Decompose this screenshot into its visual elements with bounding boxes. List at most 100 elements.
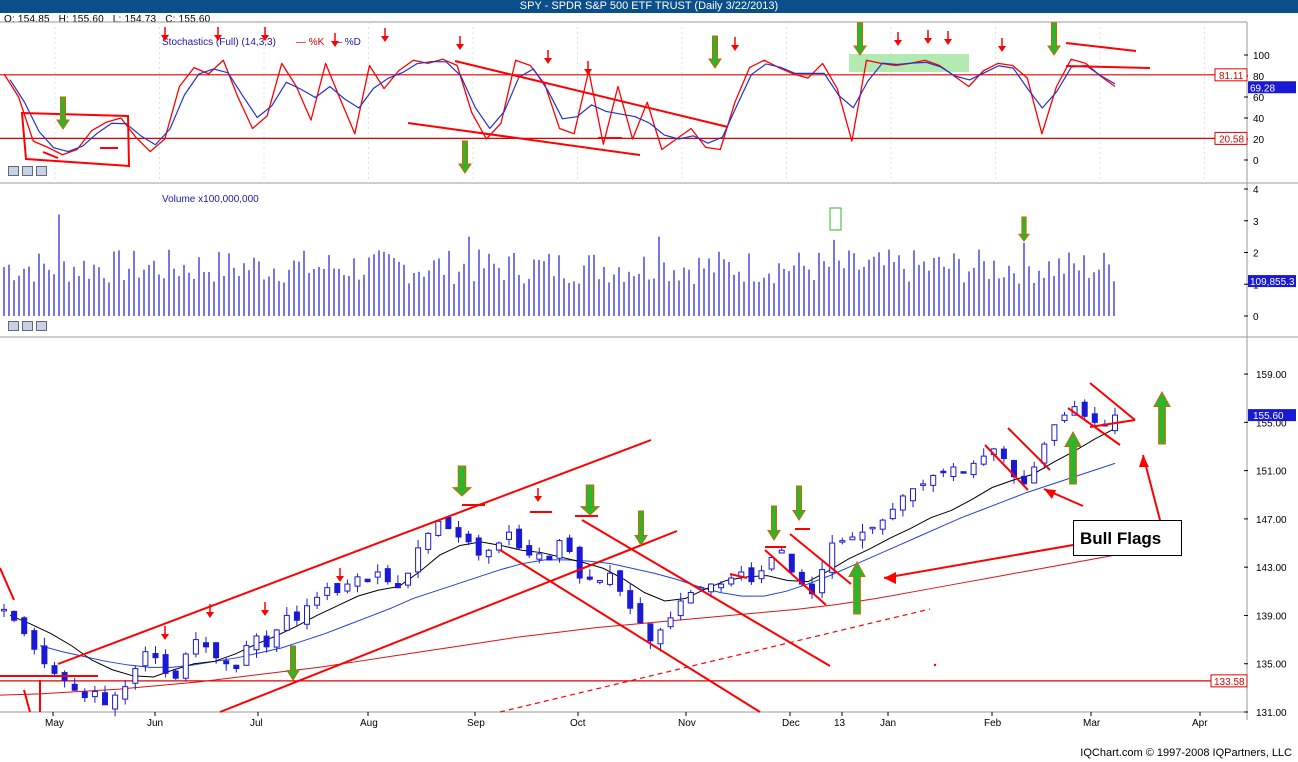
volume-pane-button-2[interactable]	[22, 321, 33, 331]
price-x-tick-label: Sep	[467, 718, 485, 729]
price-candle	[162, 654, 169, 674]
chart-title: SPY - SPDR S&P 500 ETF TRUST (Daily 3/22…	[0, 0, 1298, 13]
price-left-mark	[0, 567, 15, 601]
price-flag-line-dec	[789, 533, 852, 585]
stoch-pane-button-3[interactable]	[36, 166, 47, 176]
price-candle	[324, 587, 331, 596]
price-candle	[334, 583, 341, 594]
price-flag-line-dec-2	[764, 549, 827, 606]
price-candle	[394, 583, 401, 589]
stoch-green-arrow-0	[56, 96, 70, 130]
price-candle	[667, 617, 674, 628]
price-y-tick-label: 143.00	[1256, 563, 1287, 574]
stoch-lower-trendline	[407, 122, 641, 156]
stoch-box-annotation	[20, 111, 131, 168]
price-candle	[788, 553, 795, 573]
price-downtrend-line-2	[581, 519, 831, 667]
price-candle	[415, 547, 422, 573]
price-x-tick-label: Feb	[984, 718, 1002, 729]
price-candle	[758, 570, 765, 580]
price-candle	[819, 569, 826, 594]
price-dashed-support	[499, 608, 931, 713]
stoch-red-arrow-10	[924, 38, 932, 44]
close-value: C: 155.60	[165, 14, 211, 25]
price-candle	[11, 610, 18, 621]
price-candle	[566, 537, 573, 552]
price-flag-mark-6	[729, 573, 748, 579]
price-green-arrow-4	[767, 505, 781, 541]
stoch-y-tick-label: 0	[1253, 156, 1259, 167]
price-candle	[364, 578, 371, 583]
price-candle	[354, 576, 361, 587]
price-candle	[1021, 475, 1028, 485]
price-candle	[546, 555, 553, 561]
price-x-tick-label: Jan	[880, 718, 896, 729]
price-candle	[586, 576, 593, 580]
price-candle	[516, 528, 523, 549]
price-red-arrow-0	[161, 634, 169, 640]
price-candle	[950, 466, 957, 477]
footer-copyright: IQChart.com © 1997-2008 IQPartners, LLC	[1080, 747, 1292, 759]
price-candle	[647, 623, 654, 642]
stoch-y-tick-label: 40	[1253, 114, 1265, 125]
price-left-tick	[23, 689, 31, 713]
stoch-red-arrow-7	[584, 69, 592, 75]
price-candle	[112, 694, 119, 710]
price-green-arrow-up-1	[848, 560, 866, 615]
volume-pane-button-3[interactable]	[36, 321, 47, 331]
price-y-tick-label: 151.00	[1256, 467, 1287, 478]
price-green-arrow-up-2	[1064, 430, 1082, 485]
price-candle	[869, 526, 876, 530]
stoch-current-label: 69.28	[1250, 83, 1275, 94]
stoch-red-arrow-9	[894, 40, 902, 46]
price-y-tick-label: 135.00	[1256, 660, 1287, 671]
volume-pane-button-1[interactable]	[8, 321, 19, 331]
stoch-red-arrow-2	[261, 35, 269, 41]
price-y-tick-label: 155.00	[1256, 418, 1287, 429]
price-candle	[374, 571, 381, 578]
price-candle	[21, 617, 28, 635]
price-y-tick-label: 131.00	[1256, 708, 1287, 719]
price-candle	[506, 531, 512, 540]
price-candle	[1091, 413, 1098, 423]
stoch-pane-button-1[interactable]	[8, 166, 19, 176]
price-support-label: 133.58	[1214, 677, 1245, 688]
price-candle	[122, 686, 129, 700]
price-x-tick-label: Jul	[250, 718, 263, 729]
stoch-red-arrow-4	[381, 36, 389, 42]
stoch-mark-1	[42, 151, 59, 159]
price-candle	[465, 533, 472, 543]
price-candle	[192, 639, 199, 655]
price-candle	[728, 577, 735, 585]
stoch-title: Stochastics (Full) (14,3,3)	[162, 37, 276, 48]
price-candle	[617, 570, 624, 592]
price-candle	[273, 629, 280, 648]
stoch-y-tick-label: 80	[1253, 72, 1265, 83]
price-candle	[910, 488, 916, 502]
price-candle	[283, 614, 290, 631]
price-candle	[243, 645, 250, 666]
price-candle	[132, 668, 139, 684]
price-candle	[879, 519, 886, 530]
price-pointer-arrow-head	[884, 572, 896, 584]
stoch-pane-button-2[interactable]	[22, 166, 33, 176]
price-downtrend-line-1	[499, 549, 761, 713]
price-x-tick-label: Dec	[782, 718, 800, 729]
price-candle	[920, 483, 927, 486]
price-candle	[253, 635, 260, 651]
volume-title: Volume x100,000,000	[162, 194, 259, 205]
price-bull-flag-mar-upper	[1089, 382, 1136, 421]
price-x-tick-label: Jun	[147, 718, 163, 729]
price-pointer-arrow-head-3	[1139, 455, 1149, 467]
price-candle	[526, 545, 533, 556]
price-candle	[71, 683, 78, 691]
price-candle	[435, 520, 442, 536]
price-red-arrow-1	[206, 612, 214, 618]
stoch-y-tick-label: 100	[1253, 51, 1270, 62]
stoch-upper-level-box	[1214, 68, 1248, 82]
price-x-tick-label: May	[45, 718, 64, 729]
stoch-green-arrow-4	[1047, 22, 1061, 56]
stoch-red-arrow-3	[331, 41, 339, 47]
price-candle	[223, 660, 230, 665]
price-green-arrow-up-3	[1153, 390, 1171, 445]
